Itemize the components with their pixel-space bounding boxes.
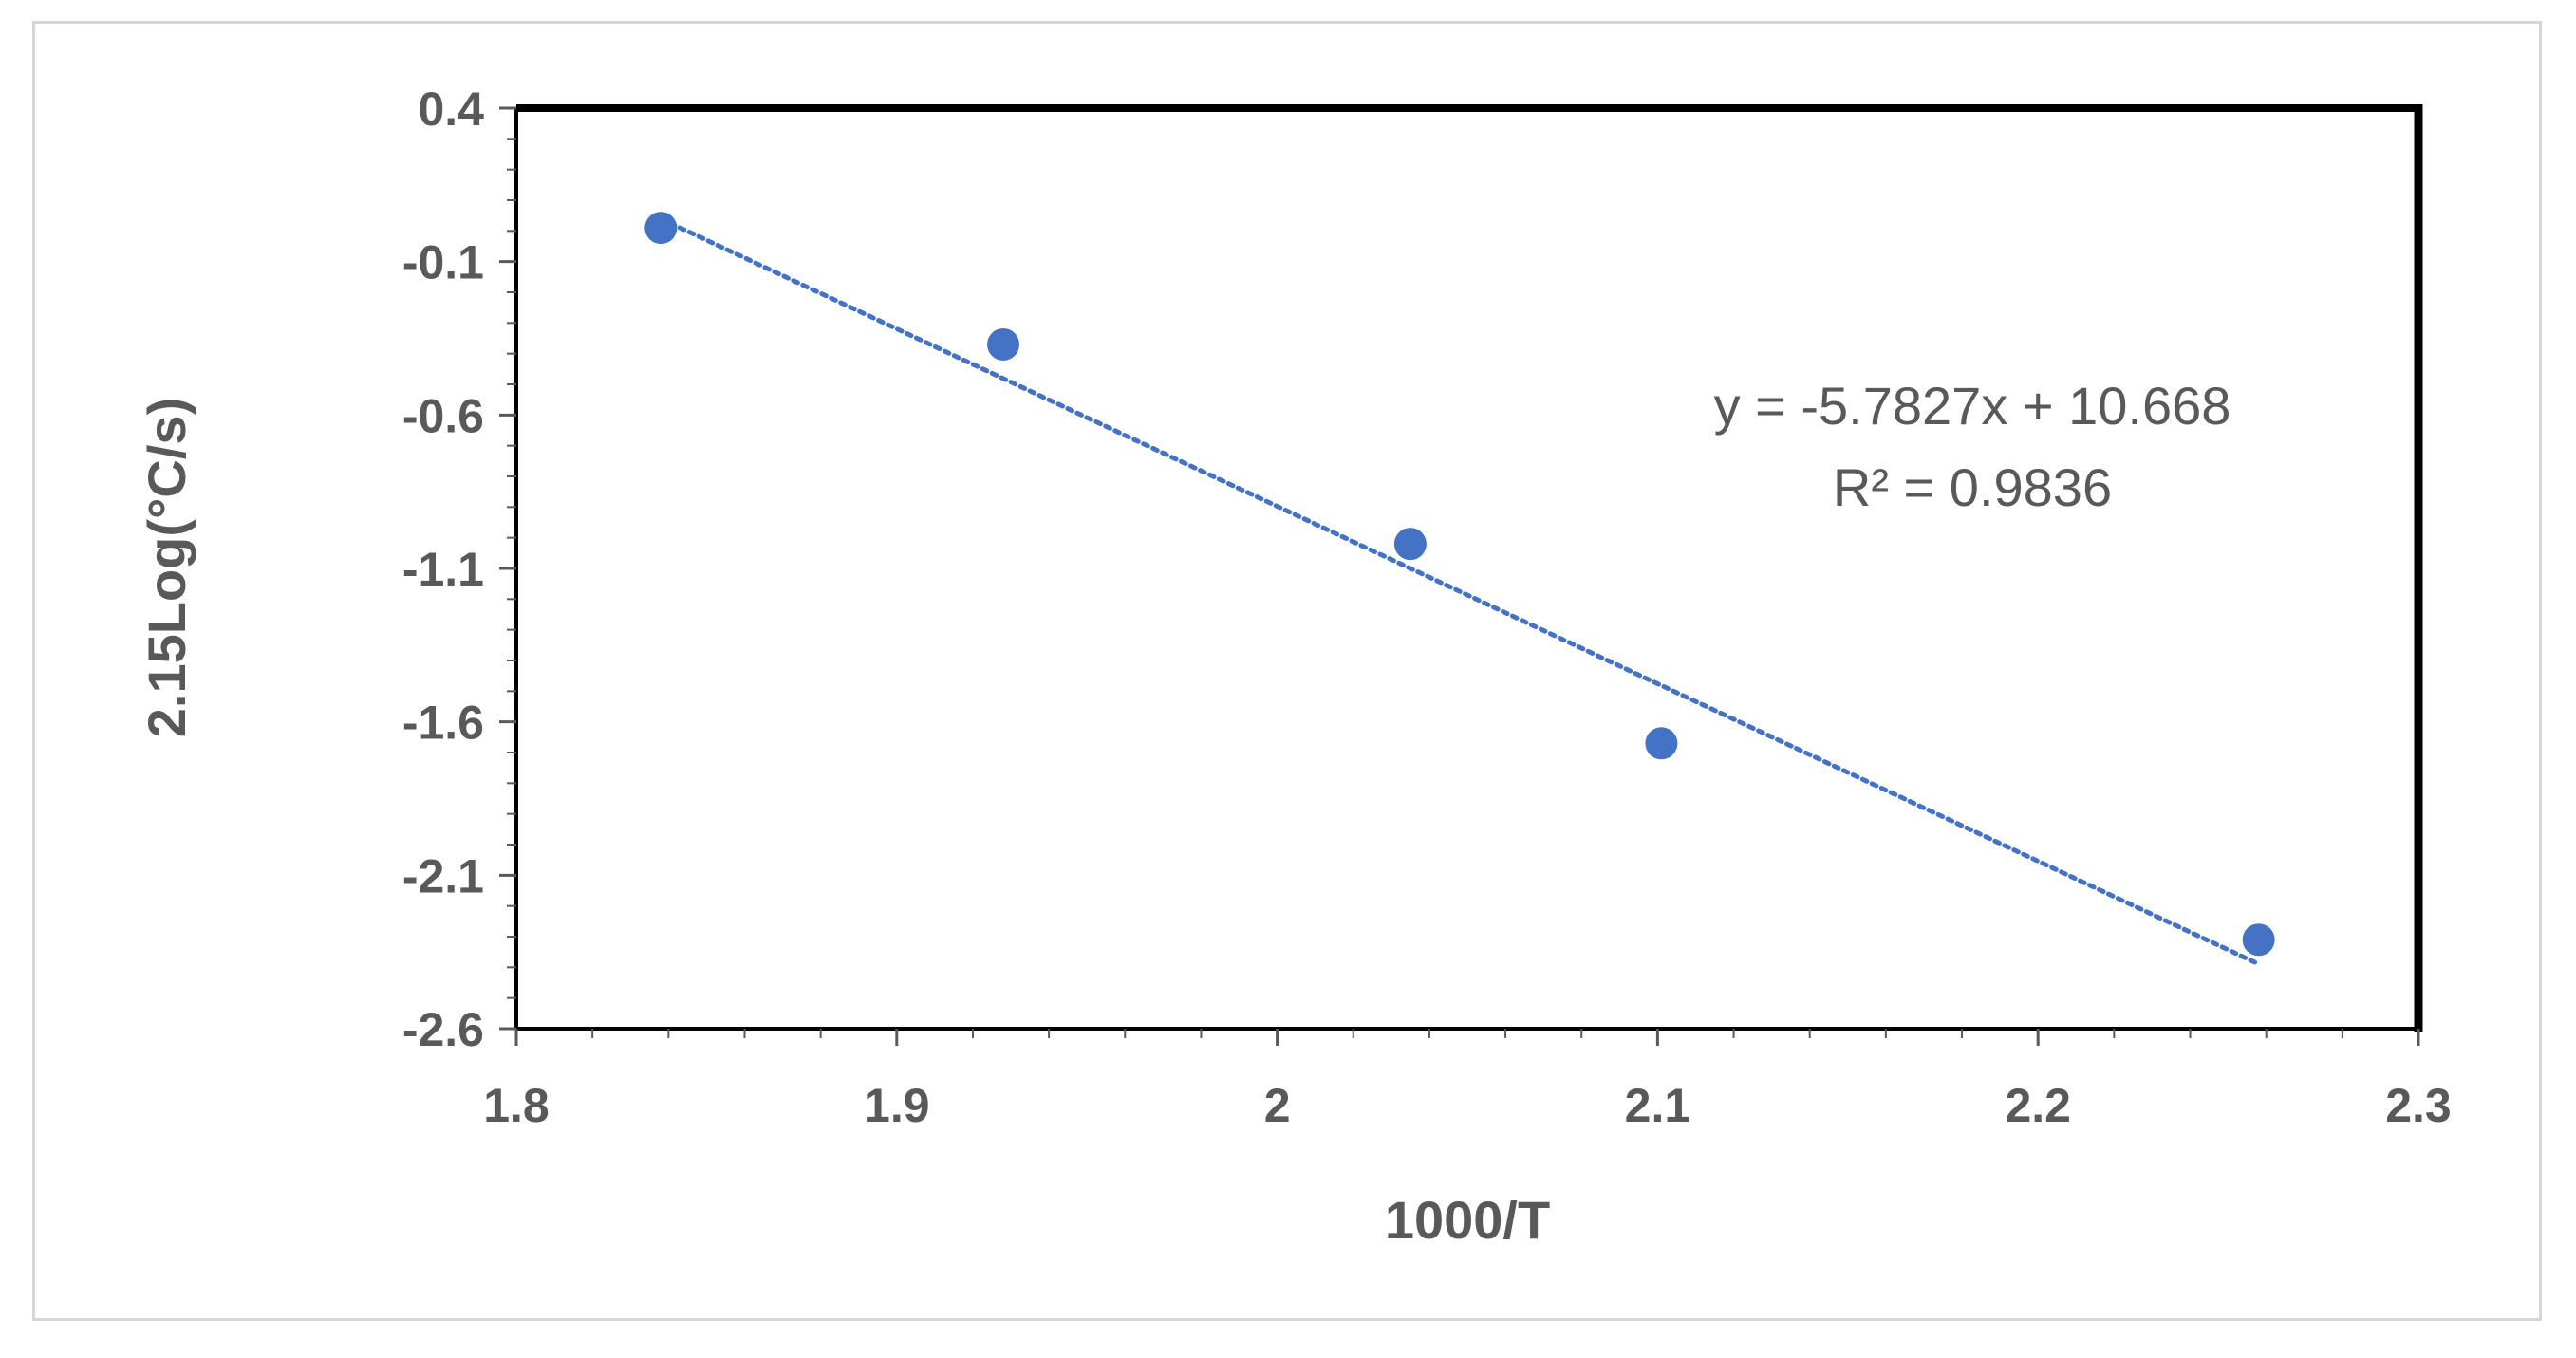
data-point bbox=[987, 327, 1020, 361]
y-tick-label: -1.6 bbox=[402, 697, 484, 750]
plot-area bbox=[514, 104, 2423, 1032]
y-tick-label: -0.1 bbox=[402, 236, 484, 289]
x-tick-label: 1.8 bbox=[483, 1079, 550, 1132]
x-tick-label: 1.9 bbox=[864, 1079, 930, 1132]
trendline-r-squared: R² = 0.9836 bbox=[1833, 457, 2112, 517]
trendline bbox=[658, 216, 2262, 967]
y-tick-label: 0.4 bbox=[418, 83, 484, 136]
x-tick-label: 2.2 bbox=[2005, 1079, 2071, 1132]
x-tick-label: 2.3 bbox=[2385, 1079, 2452, 1132]
y-tick-labels: 0.4 -0.1 -0.6 -1.1 -1.6 -2.1 -2.6 bbox=[402, 83, 484, 1056]
data-point bbox=[2242, 923, 2275, 957]
data-point bbox=[644, 212, 678, 245]
x-axis-title: 1000/T bbox=[1385, 1190, 1550, 1250]
y-axis-title: 2.15Log(°C/s) bbox=[137, 398, 196, 737]
y-tick-label: -0.6 bbox=[402, 389, 484, 442]
x-tick-label: 2.1 bbox=[1625, 1079, 1691, 1132]
x-tick-labels: 1.8 1.9 2 2.1 2.2 2.3 bbox=[483, 1079, 2452, 1132]
y-tick-label: -2.6 bbox=[402, 1003, 484, 1056]
trendline-line bbox=[658, 216, 2262, 967]
x-tick-label: 2 bbox=[1264, 1079, 1291, 1132]
y-tick-label: -1.1 bbox=[402, 543, 484, 596]
data-point bbox=[1393, 528, 1427, 561]
chart-frame bbox=[32, 21, 2542, 1321]
data-points bbox=[644, 212, 2275, 957]
y-tick-label: -2.1 bbox=[402, 849, 484, 902]
minor-ticks bbox=[499, 106, 2420, 1046]
trendline-equation: y = -5.7827x + 10.668 bbox=[1714, 376, 2231, 436]
data-point bbox=[1645, 727, 1678, 760]
